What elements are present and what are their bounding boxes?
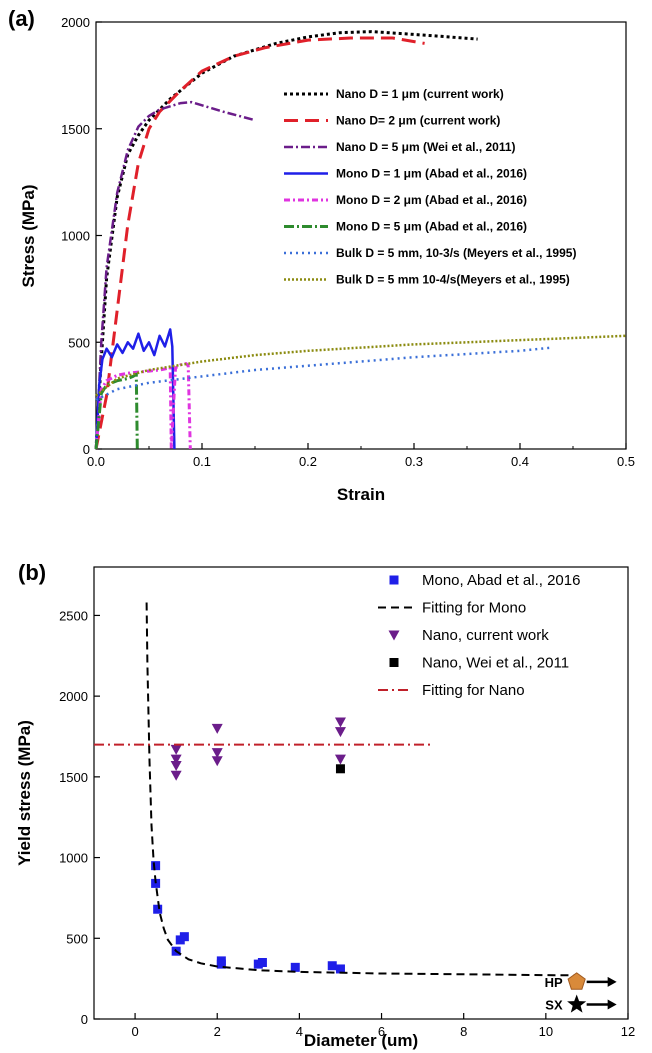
data-point [334,754,346,765]
panel-a-ticks: 0.0 0.1 0.2 0.3 0.4 0.5 0 500 1000 1500 2000 [61,15,635,469]
legend-entry-label: Nano D = 1 μm (current work) [336,87,504,101]
data-point [327,961,337,971]
annotation-label: HP [545,975,563,990]
data-point [170,744,182,755]
x-tick-label: 10 [539,1024,553,1039]
panel-b-label: (b) [18,560,46,585]
y-tick-label: 1000 [61,229,90,244]
legend-entry-label: Mono D = 5 μm (Abad et al., 2016) [336,220,527,234]
x-tick-label: 4 [296,1024,303,1039]
data-point [257,958,267,967]
data-point [170,754,182,765]
legend-swatch [389,658,399,667]
legend-entry-label: Bulk D = 5 mm 10-4/s(Meyers et al., 1995… [336,273,570,287]
x-tick-label: 0.2 [299,454,317,469]
panel-a-legend: Nano D = 1 μm (current work) Nano D= 2 μm… [284,87,576,287]
series-line-7 [95,346,552,402]
y-tick-label: 2500 [59,608,88,623]
legend-entry-label: Fitting for Mono [422,600,526,617]
series-line-8 [95,334,627,397]
y-tick-label: 1000 [59,851,88,866]
y-tick-label: 0 [83,442,90,457]
panel-a-x-axis-label: Strain [337,485,385,504]
panel-b-legend: Mono, Abad et al., 2016 Fitting for Mono N… [378,572,580,699]
sx-marker [567,994,587,1013]
series-line-4 [94,328,176,450]
legend-entry-label: Nano, current work [422,627,549,644]
data-point [179,932,189,942]
x-tick-label: 0.0 [87,454,105,469]
legend-entry-label: Mono D = 1 μm (Abad et al., 2016) [336,167,527,181]
hp-marker [567,972,586,990]
panel-a: (a) 0.0 0.1 0.2 0.3 0.4 0.5 0 500 1000 1500 2000 N… [8,6,635,504]
series-line-2 [94,36,425,450]
x-tick-label: 6 [378,1024,385,1039]
legend-entry-label: Bulk D = 5 mm, 10-3/s (Meyers et al., 19… [336,246,576,260]
x-tick-label: 12 [621,1024,635,1039]
panel-b-ticks: 0 2 4 6 8 10 12 0 500 1000 1500 2000 2500 [59,608,635,1039]
panel-a-y-axis-label: Stress (MPa) [19,185,38,288]
y-tick-label: 1500 [61,122,90,137]
series-line-5 [94,362,192,451]
data-point [335,964,345,974]
x-tick-label: 2 [214,1024,221,1039]
series-line-1 [94,30,478,450]
arrow-head-icon [607,976,617,987]
data-point [211,748,223,759]
data-point [290,962,300,972]
panel-b: (b) 0 2 4 6 8 10 12 0 500 1000 1500 2000 2500 Mono, … [15,560,635,1050]
x-tick-label: 0.5 [617,454,635,469]
legend-entry-label: Nano D= 2 μm (current work) [336,114,500,128]
mono-fit-line [145,602,579,977]
y-tick-label: 500 [68,335,90,350]
data-point [211,756,223,767]
x-tick-label: 0.3 [405,454,423,469]
panel-b-frame [93,566,629,1020]
data-point [170,761,182,772]
x-tick-label: 8 [460,1024,467,1039]
legend-swatch [388,630,400,641]
legend-entry-label: Fitting for Nano [422,682,525,699]
data-point [151,861,161,871]
x-tick-label: 0.4 [511,454,529,469]
panel-a-series [94,30,627,451]
legend-entry-label: Nano, Wei et al., 2011 [422,655,569,672]
panel-b-y-axis-label: Yield stress (MPa) [15,720,34,866]
legend-entry-label: Nano D = 5 μm (Wei et al., 2011) [336,140,516,154]
x-tick-label: 0.1 [193,454,211,469]
y-tick-label: 500 [66,931,88,946]
arrow-head-icon [607,999,617,1010]
panel-b-series [94,602,579,977]
data-point [334,717,346,728]
legend-entry-label: Mono, Abad et al., 2016 [422,572,580,589]
data-point [216,959,226,969]
data-point [335,764,345,774]
series-line-6 [94,372,139,451]
legend-entry-label: Mono D = 2 μm (Abad et al., 2016) [336,193,527,207]
y-tick-label: 1500 [59,770,88,785]
data-point [170,770,182,781]
data-point [153,904,163,914]
data-point [211,723,223,734]
data-point [151,878,161,888]
panel-b-x-axis-label: Diameter (um) [304,1031,418,1050]
panel-b-annotations: HP SX [545,972,617,1013]
data-point [334,727,346,738]
y-tick-label: 0 [81,1012,88,1027]
y-tick-label: 2000 [61,15,90,30]
annotation-label: SX [545,997,563,1012]
legend-swatch [389,575,399,585]
series-line-3 [94,100,256,450]
panel-a-label: (a) [8,6,35,31]
y-tick-label: 2000 [59,689,88,704]
x-tick-label: 0 [131,1024,138,1039]
